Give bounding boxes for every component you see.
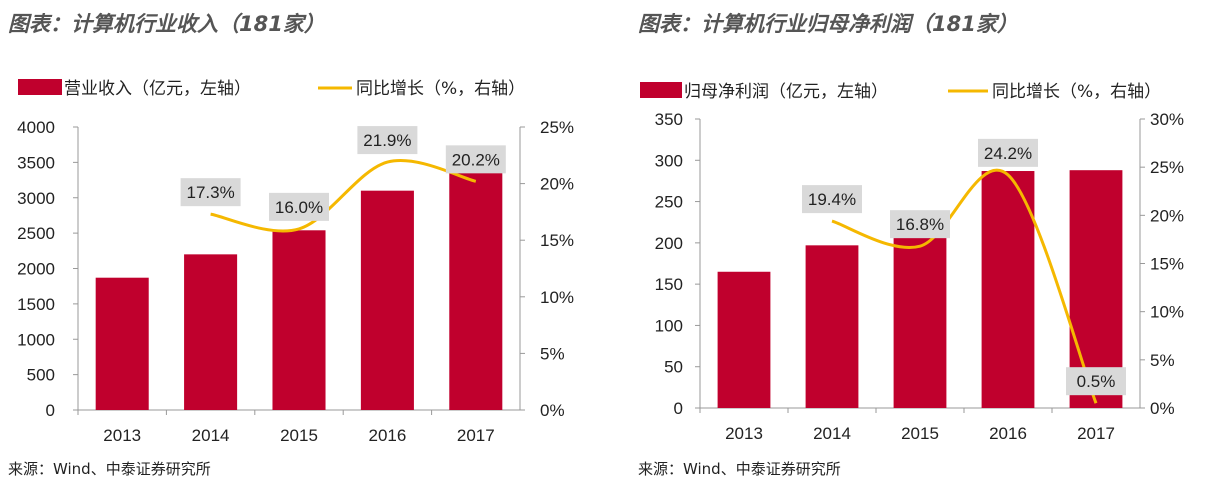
legend-line-label: 同比增长（%，右轴）: [992, 82, 1161, 102]
right-tick-label: 0%: [1150, 399, 1175, 418]
legend-line-label: 同比增长（%，右轴）: [356, 79, 525, 99]
bar-2013: [717, 271, 771, 408]
data-label-bg: [445, 145, 506, 174]
chart-panel-net-profit: 图表：计算机行业归母净利润（181家） 归母净利润（亿元，左轴） 同比增长（%，右…: [630, 0, 1227, 492]
source-note: 来源：Wind、中泰证券研究所: [638, 460, 841, 478]
data-label-bg: [890, 210, 950, 239]
left-tick-label: 1500: [17, 295, 55, 314]
x-tick-label: 2013: [725, 424, 763, 443]
data-label-bg: [269, 192, 329, 221]
legend-bar-label: 营业收入（亿元，左轴）: [64, 79, 251, 99]
right-tick-label: 5%: [1150, 351, 1175, 370]
right-tick-label: 10%: [1150, 303, 1184, 322]
data-label-text: 24.2%: [984, 144, 1032, 163]
data-label-text: 17.3%: [186, 183, 234, 202]
data-label-2014: 17.3%: [180, 178, 241, 207]
data-label-2017: 20.2%: [445, 145, 506, 174]
data-label-bg: [180, 178, 241, 207]
left-tick-label: 3500: [17, 153, 55, 172]
data-label-2017: 0.5%: [1066, 367, 1126, 396]
bar-2013: [95, 277, 149, 410]
right-tick-label: 15%: [1150, 255, 1184, 274]
legend: 营业收入（亿元，左轴） 同比增长（%，右轴）: [18, 79, 525, 99]
growth-line: [210, 159, 477, 233]
data-label-text: 0.5%: [1077, 372, 1116, 391]
legend-bar-label: 归母净利润（亿元，左轴）: [684, 82, 888, 102]
bar-2015: [893, 230, 947, 408]
right-tick-label: 20%: [540, 175, 574, 194]
x-tick-label: 2015: [901, 424, 939, 443]
data-label-bg: [357, 126, 418, 155]
data-label-text: 16.8%: [896, 215, 944, 234]
left-tick-label: 4000: [17, 118, 55, 137]
right-tick-label: 15%: [540, 231, 574, 250]
left-tick-label: 300: [655, 151, 683, 170]
x-tick-label: 2017: [457, 426, 495, 445]
data-label-bg: [802, 185, 862, 214]
growth-line: [831, 168, 1098, 404]
left-tick-label: 500: [27, 366, 55, 385]
bar-2014: [184, 254, 238, 410]
x-tick-label: 2015: [280, 426, 318, 445]
x-tick-label: 2016: [989, 424, 1027, 443]
revenue-chart: 营业收入（亿元，左轴） 同比增长（%，右轴） 0 500 1000 1500 2000 250…: [17, 79, 574, 445]
left-tick-label: 3000: [17, 189, 55, 208]
x-tick-label: 2014: [813, 424, 851, 443]
right-tick-label: 30%: [1150, 110, 1184, 129]
bar-2015: [272, 230, 326, 410]
bar-2014: [805, 245, 859, 408]
left-tick-label: 2000: [17, 260, 55, 279]
bar-2016: [981, 171, 1035, 408]
data-label-bg: [1066, 367, 1126, 396]
left-tick-label: 150: [655, 275, 683, 294]
data-label-text: 19.4%: [808, 190, 856, 209]
left-tick-label: 50: [664, 358, 683, 377]
data-label-2016: 24.2%: [978, 138, 1038, 167]
x-tick-label: 2016: [368, 426, 406, 445]
bar-2017: [449, 170, 503, 410]
left-tick-label: 200: [655, 234, 683, 253]
left-tick-label: 250: [655, 193, 683, 212]
data-label-2015: 16.0%: [269, 192, 329, 221]
source-note: 来源：Wind、中泰证券研究所: [8, 460, 211, 478]
chart-panel-revenue: 图表：计算机行业收入（181家） 营业收入（亿元，左轴） 同比增长（%，右轴） 0 5…: [0, 0, 600, 492]
chart-title: 图表：计算机行业收入（181家）: [8, 12, 325, 36]
left-tick-label: 0: [674, 399, 683, 418]
left-tick-label: 1000: [17, 330, 55, 349]
bar-2016: [360, 190, 414, 410]
left-tick-label: 100: [655, 316, 683, 335]
data-label-2016: 21.9%: [357, 126, 418, 155]
net-profit-chart: 归母净利润（亿元，左轴） 同比增长（%，右轴） 0 50 100 150 200 250 300…: [640, 82, 1184, 443]
chart-title: 图表：计算机行业归母净利润（181家）: [638, 12, 1018, 36]
x-tick-label: 2017: [1077, 424, 1115, 443]
legend-bar-swatch: [640, 82, 682, 98]
legend-bar-swatch: [18, 79, 62, 95]
x-tick-label: 2013: [103, 426, 141, 445]
x-tick-label: 2014: [192, 426, 230, 445]
right-tick-label: 10%: [540, 288, 574, 307]
left-tick-label: 2500: [17, 224, 55, 243]
right-tick-label: 20%: [1150, 206, 1184, 225]
right-tick-label: 25%: [1150, 158, 1184, 177]
legend: 归母净利润（亿元，左轴） 同比增长（%，右轴）: [640, 82, 1161, 102]
right-tick-label: 0%: [540, 401, 565, 420]
data-label-text: 16.0%: [275, 198, 323, 217]
data-label-2014: 19.4%: [802, 185, 862, 214]
data-label-text: 21.9%: [363, 131, 411, 150]
data-label-bg: [978, 138, 1038, 167]
data-label-text: 20.2%: [452, 150, 500, 169]
left-tick-label: 350: [655, 110, 683, 129]
right-tick-label: 25%: [540, 118, 574, 137]
right-tick-label: 5%: [540, 344, 565, 363]
data-label-2015: 16.8%: [890, 210, 950, 239]
left-tick-label: 0: [46, 401, 55, 420]
